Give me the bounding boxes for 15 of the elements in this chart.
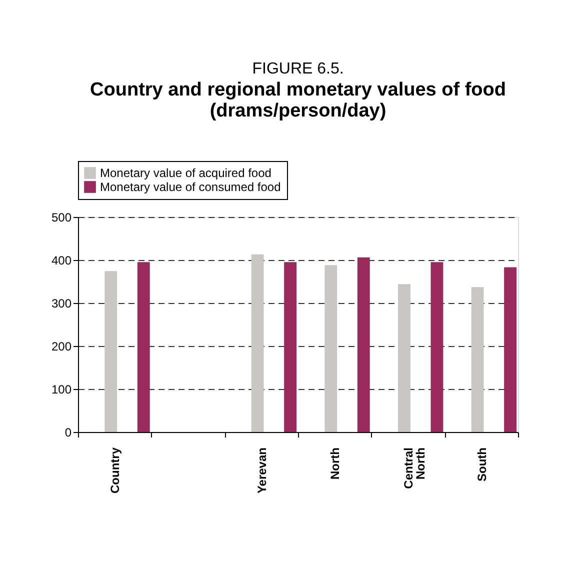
- x-tick-label: North: [328, 448, 342, 480]
- y-tick-label: 200: [51, 340, 72, 354]
- x-tick-label: Yerevan: [254, 448, 269, 494]
- y-tick-label: 0: [64, 426, 72, 440]
- x-tick-label: South: [474, 448, 489, 482]
- x-tick-label: Central North: [402, 448, 428, 489]
- legend-label: Monetary value of consumed food: [100, 180, 281, 194]
- x-tick-label: Country: [108, 447, 122, 494]
- y-tick-label: 100: [51, 382, 72, 396]
- y-tick-label: 500: [51, 210, 72, 224]
- y-tick-label: 400: [51, 254, 72, 268]
- chart-subtitle: Country and regional monetary values of food (drams/person/day): [90, 80, 506, 122]
- legend-label: Monetary value of acquired food: [100, 166, 272, 180]
- y-tick-label: 300: [51, 296, 72, 310]
- chart-title: FIGURE 6.5.: [252, 60, 344, 78]
